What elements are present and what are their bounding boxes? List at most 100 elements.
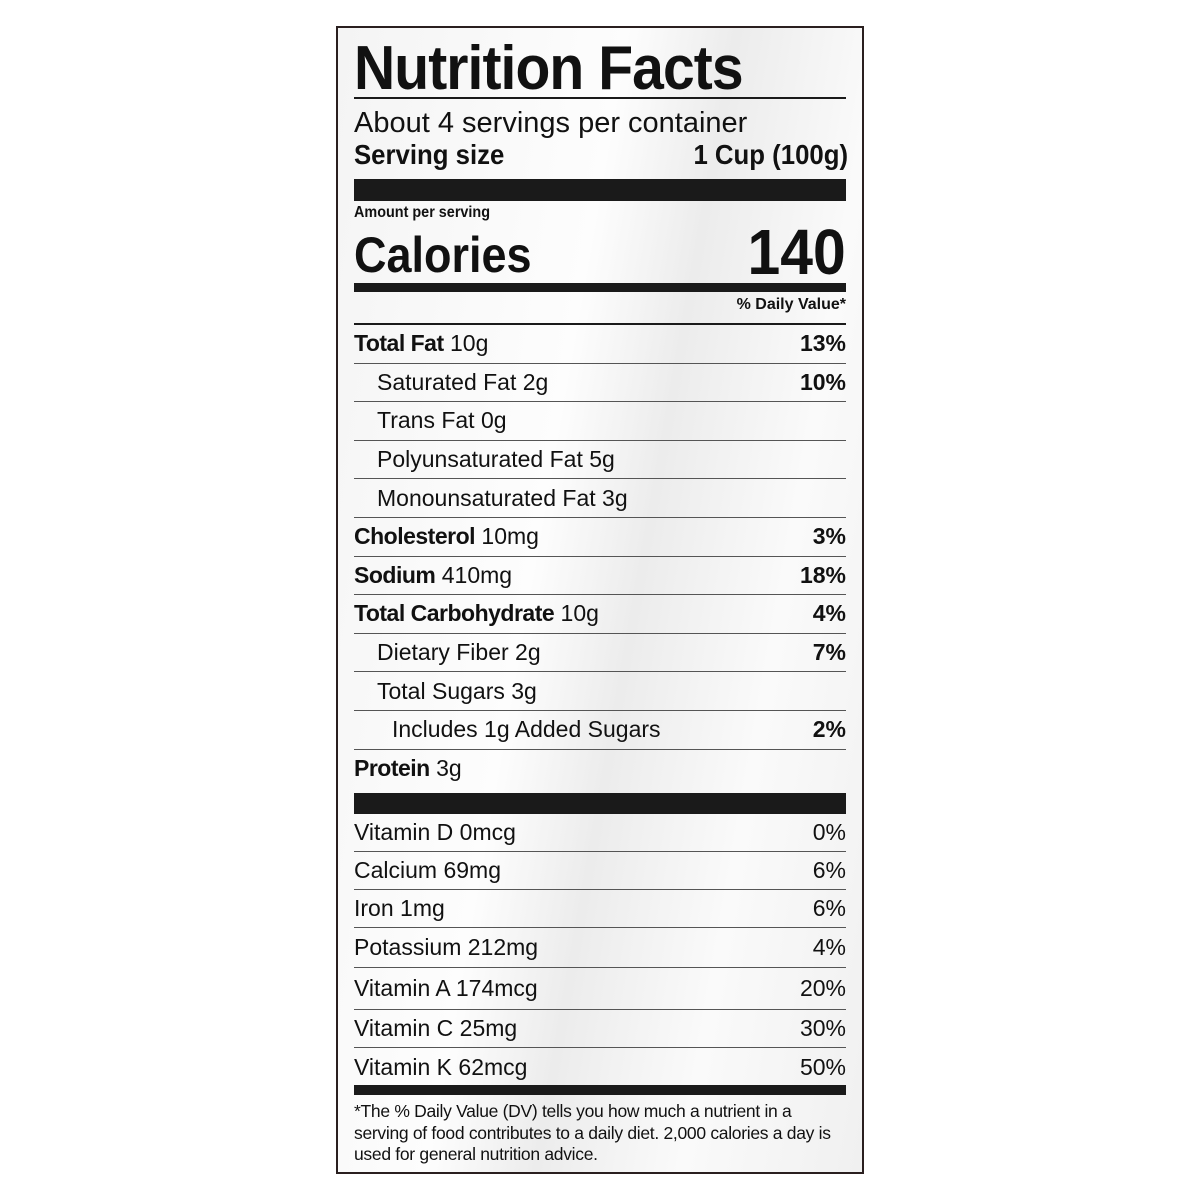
nutrient-name: Total Carbohydrate — [354, 600, 555, 627]
nutrient-daily-value: 13% — [799, 330, 846, 357]
vitamin-row: Iron 1mg 6% — [354, 890, 846, 928]
label-title: Nutrition Facts — [354, 34, 744, 103]
nutrient-row: Monounsaturated Fat 3g — [354, 479, 846, 518]
nutrient-name: Dietary Fiber — [377, 639, 509, 666]
calories-value: 140 — [747, 216, 846, 288]
nutrient-amount: 2g — [522, 368, 549, 395]
nutrient-label: Cholesterol 10mg — [354, 523, 539, 550]
vitamin-amount: 0mcg — [459, 819, 516, 845]
vitamin-amount: 25mg — [459, 1015, 518, 1041]
nutrient-label: Saturated Fat 2g — [377, 369, 548, 396]
nutrient-label: Protein 3g — [354, 755, 462, 782]
nutrient-name: Total Sugars — [377, 677, 505, 704]
nutrient-row: Dietary Fiber 2g 7% — [354, 634, 846, 673]
nutrient-label: Total Fat 10g — [354, 330, 488, 357]
nutrient-amount: 10g — [560, 600, 599, 627]
nutrient-daily-value: 7% — [812, 639, 846, 666]
vitamin-label: Vitamin A 174mcg — [354, 975, 538, 1002]
vitamin-label: Iron 1mg — [354, 895, 445, 922]
nutrient-label: Sodium 410mg — [354, 562, 512, 589]
nutrient-amount: 0g — [480, 407, 507, 434]
vitamin-amount: 62mcg — [458, 1053, 528, 1080]
vitamin-row: Calcium 69mg 6% — [354, 852, 846, 890]
nutrient-daily-value: 10% — [799, 368, 846, 395]
nutrient-amount: 3g — [602, 484, 628, 511]
vitamin-label: Potassium 212mg — [354, 934, 538, 961]
nutrient-name: Sodium — [354, 561, 436, 588]
nutrient-amount: 3g — [436, 755, 462, 782]
calories-label: Calories — [354, 227, 532, 283]
vitamin-label: Vitamin C 25mg — [354, 1015, 517, 1042]
medium-divider — [354, 1085, 846, 1095]
vitamin-name: Vitamin K — [354, 1053, 453, 1080]
nutrient-row: Saturated Fat 2g 10% — [354, 364, 846, 403]
serving-size-value: 1 Cup (100g) — [693, 139, 849, 170]
nutrient-row: Trans Fat 0g — [354, 402, 846, 441]
vitamin-label: Calcium 69mg — [354, 857, 501, 884]
divider — [354, 97, 846, 99]
nutrient-row: Total Fat 10g 13% — [354, 325, 846, 364]
vitamin-name: Vitamin A — [354, 975, 450, 1001]
vitamin-row: Vitamin C 25mg 30% — [354, 1010, 846, 1048]
vitamin-row: Vitamin K 62mcg 50% — [354, 1048, 846, 1086]
vitamin-label: Vitamin K 62mcg — [354, 1054, 527, 1081]
nutrient-row: Sodium 410mg 18% — [354, 557, 846, 596]
nutrient-row: Protein 3g — [354, 750, 846, 789]
vitamin-row: Vitamin A 174mcg 20% — [354, 968, 846, 1010]
nutrient-label: Monounsaturated Fat 3g — [377, 485, 628, 512]
vitamin-amount: 174mcg — [455, 975, 538, 1001]
vitamin-daily-value: 0% — [812, 819, 846, 845]
vitamin-row: Potassium 212mg 4% — [354, 928, 846, 968]
nutrient-row: Cholesterol 10mg 3% — [354, 518, 846, 557]
vitamin-daily-value: 6% — [812, 895, 846, 921]
nutrient-daily-value: 3% — [812, 523, 846, 550]
nutrient-row: Total Carbohydrate 10g 4% — [354, 595, 846, 634]
nutrient-name: Protein — [354, 755, 430, 782]
divider — [354, 323, 846, 325]
nutrient-daily-value: 18% — [799, 561, 846, 588]
vitamin-list: Vitamin D 0mcg 0% Calcium 69mg 6% Iron 1mg 6%… — [354, 814, 846, 1086]
vitamin-name: Vitamin C — [354, 1015, 454, 1041]
vitamin-amount: 1mg — [400, 895, 445, 921]
vitamin-amount: 212mg — [467, 934, 539, 960]
nutrient-label: Polyunsaturated Fat 5g — [377, 446, 615, 473]
vitamin-daily-value: 4% — [812, 934, 846, 960]
amount-per-serving: Amount per serving — [354, 204, 491, 221]
nutrient-amount: 2g — [515, 639, 541, 666]
nutrient-amount: 10g — [450, 330, 489, 357]
vitamin-name: Iron — [354, 895, 394, 921]
nutrient-label: Trans Fat 0g — [377, 407, 507, 434]
vitamin-amount: 69mg — [443, 857, 502, 883]
nutrient-name: Total Fat — [354, 330, 444, 357]
serving-size-row: Serving size 1 Cup (100g) — [354, 139, 848, 171]
vitamin-daily-value: 6% — [812, 857, 846, 883]
vitamin-daily-value: 30% — [799, 1015, 846, 1041]
servings-per-container: About 4 servings per container — [354, 107, 748, 139]
nutrient-daily-value: 2% — [812, 716, 846, 743]
thick-divider — [354, 793, 846, 814]
nutrient-name: Monounsaturated Fat — [377, 484, 596, 511]
nutrient-label: Total Carbohydrate 10g — [354, 600, 599, 627]
nutrient-daily-value: 4% — [812, 600, 846, 627]
nutrient-row: Polyunsaturated Fat 5g — [354, 441, 846, 480]
calories-row: Calories 140 — [354, 216, 846, 288]
vitamin-name: Calcium — [354, 857, 438, 883]
daily-value-header: % Daily Value* — [736, 296, 846, 313]
vitamin-daily-value: 20% — [799, 975, 846, 1001]
medium-divider — [354, 283, 846, 292]
nutrition-facts-label: Nutrition Facts About 4 servings per con… — [336, 26, 864, 1174]
nutrient-row: Total Sugars 3g — [354, 672, 846, 711]
nutrient-amount: 5g — [589, 446, 615, 473]
nutrient-amount: 10mg — [481, 523, 539, 550]
vitamin-name: Vitamin D — [354, 819, 454, 845]
vitamin-label: Vitamin D 0mcg — [354, 819, 516, 846]
nutrient-amount: 3g — [511, 677, 537, 704]
vitamin-row: Vitamin D 0mcg 0% — [354, 814, 846, 852]
thick-divider — [354, 179, 846, 201]
nutrient-label: Includes 1g Added Sugars — [392, 716, 661, 743]
nutrient-name: Trans Fat — [377, 407, 475, 434]
nutrient-label: Dietary Fiber 2g — [377, 639, 541, 666]
nutrient-row: Includes 1g Added Sugars 2% — [354, 711, 846, 750]
nutrient-name: Saturated Fat — [377, 368, 517, 395]
serving-size-label: Serving size — [354, 139, 505, 170]
